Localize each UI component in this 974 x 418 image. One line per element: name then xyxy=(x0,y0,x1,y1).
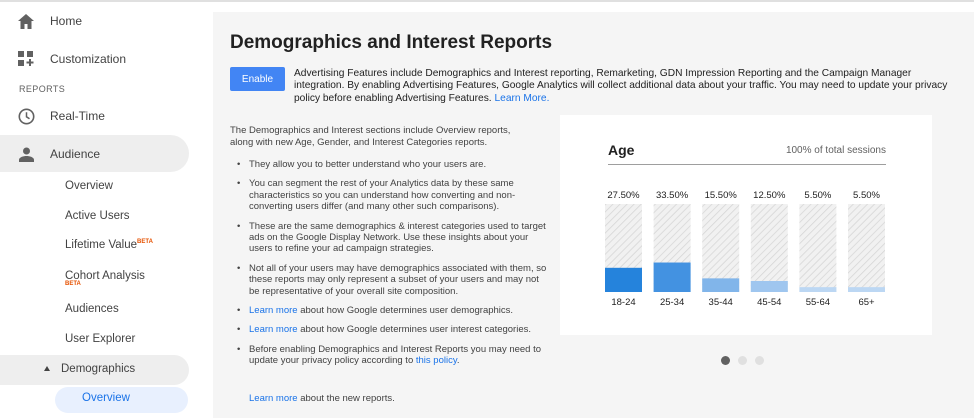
list-item: • You can segment the rest of your Analyt… xyxy=(237,178,516,213)
advertising-features-notice: Advertising Features include Demographic… xyxy=(294,68,954,105)
category-label: 18-24 xyxy=(611,297,635,308)
chart-subtitle: 100% of total sessions xyxy=(785,145,886,156)
clock-icon xyxy=(17,107,35,125)
bar-18-24[interactable] xyxy=(605,267,642,292)
nav-home[interactable]: Home xyxy=(0,2,190,40)
beta-badge: BETA xyxy=(65,281,81,287)
nav-audience-highlight xyxy=(0,135,189,172)
nav-home-label: Home xyxy=(50,14,83,28)
nav-audience-label: Audience xyxy=(50,147,101,161)
learn-more-reports-link[interactable]: Learn more xyxy=(249,393,298,404)
nav-demographics-highlight xyxy=(0,355,189,385)
nav-demographics-label: Demographics xyxy=(61,363,136,375)
bar-value-label: 33.50% xyxy=(656,190,689,201)
bar-45-54[interactable] xyxy=(750,281,788,292)
sidebar: Home Customization REPORTS Real-Time Aud… xyxy=(0,2,213,418)
category-label: 35-44 xyxy=(709,297,733,308)
nav-customization-label: Customization xyxy=(50,52,127,66)
bar-value-label: 15.50% xyxy=(705,190,738,201)
dashboard-plus-icon xyxy=(17,50,35,68)
person-icon xyxy=(17,145,35,163)
nav-cohort-analysis[interactable]: Cohort Analysis xyxy=(65,270,145,282)
nav-lifetime-value-label: Lifetime Value xyxy=(65,239,138,251)
main-content: Demographics and Interest Reports Enable… xyxy=(213,12,974,418)
bar-55-64[interactable] xyxy=(799,287,837,292)
category-label: 65+ xyxy=(858,297,875,308)
bar-35-44[interactable] xyxy=(702,278,740,292)
age-chart-card: Age 100% of total sessions 27.50% 18-24 33… xyxy=(560,115,932,335)
top-divider xyxy=(0,0,974,2)
bar-value-label: 5.50% xyxy=(853,190,880,201)
category-label: 25-34 xyxy=(660,297,684,308)
list-item: • These are the same demographics & inter… xyxy=(237,220,546,255)
page-title: Demographics and Interest Reports xyxy=(230,32,553,53)
reports-section-header: REPORTS xyxy=(19,84,66,94)
bar-25-34[interactable] xyxy=(653,262,691,292)
nav-audiences[interactable]: Audiences xyxy=(65,303,119,315)
nav-demographics[interactable]: Demographics xyxy=(44,363,135,375)
this-policy-link[interactable]: this policy xyxy=(415,355,457,367)
carousel-dot[interactable] xyxy=(755,356,764,365)
list-item: • Learn more about how Google determines … xyxy=(237,305,514,317)
triangle-up-icon xyxy=(44,366,50,371)
category-label: 55-64 xyxy=(806,297,830,308)
intro-text: The Demographics and Interest sections i… xyxy=(230,125,511,148)
bar-track xyxy=(848,204,885,292)
bar-value-label: 5.50% xyxy=(804,190,831,201)
carousel-dots xyxy=(721,356,764,365)
bar-track xyxy=(799,204,837,292)
bar-value-label: 27.50% xyxy=(607,190,640,201)
learn-more-interests-link[interactable]: Learn more xyxy=(249,324,298,336)
chart-divider xyxy=(608,164,886,165)
list-item: • They allow you to better understand who… xyxy=(237,159,487,170)
nav-active-users[interactable]: Active Users xyxy=(65,210,130,222)
bar-value-label: 12.50% xyxy=(753,190,786,201)
nav-demographics-overview-highlight xyxy=(55,387,188,413)
nav-lifetime-value[interactable]: Lifetime ValueBETA xyxy=(65,239,153,251)
category-label: 45-54 xyxy=(757,297,781,308)
learn-more-demographics-link[interactable]: Learn more xyxy=(249,305,298,317)
nav-audience-overview[interactable]: Overview xyxy=(65,180,113,192)
nav-user-explorer[interactable]: User Explorer xyxy=(65,333,136,345)
nav-demographics-overview[interactable]: Overview xyxy=(82,392,130,404)
chart-title: Age xyxy=(608,142,635,158)
bar-track xyxy=(702,204,740,292)
enable-button[interactable]: Enable xyxy=(230,67,285,91)
bar-track xyxy=(750,204,788,292)
advertising-features-text: Advertising Features include Demographic… xyxy=(294,68,948,104)
nav-realtime[interactable]: Real-Time xyxy=(0,97,190,135)
nav-customization[interactable]: Customization xyxy=(0,40,190,78)
beta-badge: BETA xyxy=(137,239,153,246)
new-reports-note: Learn more about the new reports. xyxy=(249,393,395,404)
nav-audience[interactable]: Audience xyxy=(0,135,190,173)
list-item: • Not all of your users may have demograp… xyxy=(237,262,547,297)
carousel-dot[interactable] xyxy=(721,356,730,365)
carousel-dot[interactable] xyxy=(738,356,747,365)
list-item: • Learn more about how Google determines … xyxy=(237,324,532,336)
home-icon xyxy=(17,12,35,30)
bar-65+[interactable] xyxy=(848,287,885,292)
info-bullet-list: • They allow you to better understand who… xyxy=(237,159,547,375)
learn-more-link[interactable]: Learn More. xyxy=(494,92,550,104)
age-bar-chart: 27.50% 18-24 33.50% 25-34 15.50% 35-44 12.50% 4… xyxy=(605,190,885,308)
nav-realtime-label: Real-Time xyxy=(50,109,105,123)
list-item: • Before enabling Demographics and Intere… xyxy=(237,343,542,367)
